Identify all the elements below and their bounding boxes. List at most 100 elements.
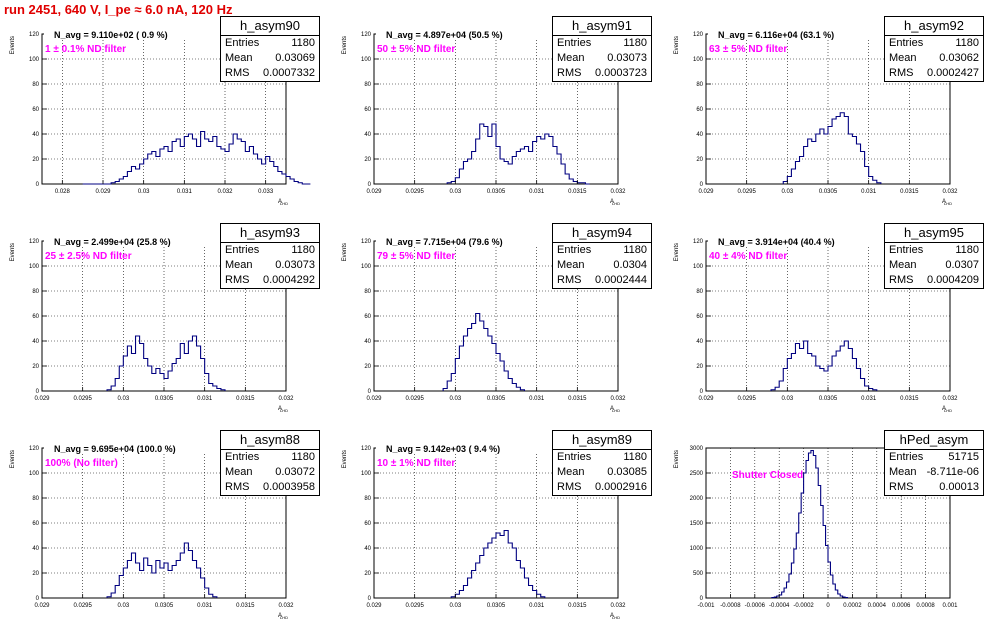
stats-value: 0.0007332 [263,67,315,79]
x-tick-label: 0.0315 [568,189,587,195]
histogram-svg: 0.029 0.0295 0.03 0.0305 0.031 0.0315 0.032 0 20… [674,239,958,413]
stats-value: 0.0004209 [927,274,979,286]
navg-box [376,30,552,40]
y-tick-label: 20 [32,571,39,577]
y-tick-label: 80 [32,496,39,502]
y-tick-label: 120 [361,32,372,38]
histogram-panel-h_asym90: 0.028 0.029 0.03 0.031 0.032 0.033 0 20 40 60 80 10… [0,2,332,209]
x-tick-label: 0.0305 [487,603,506,609]
y-tick-label: 60 [32,314,39,320]
histogram-series-line [106,335,226,391]
y-axis-label: Events [342,36,348,54]
y-tick-label: 60 [364,107,371,113]
stats-value: 1180 [623,244,647,256]
y-axis-label: Events [342,450,348,468]
y-tick-label: 0 [700,182,704,188]
stats-row-rms: RMS 0.0007332 [221,66,319,81]
stats-value: 0.0304 [613,259,647,271]
stats-key: Mean [225,466,253,478]
y-tick-label: 0 [368,596,372,602]
stats-value: 0.03072 [275,466,315,478]
histogram-series-line [82,130,311,185]
x-axis-label-subscript: LHD [280,408,288,413]
stats-key: RMS [889,67,914,79]
stats-key: Mean [889,466,917,478]
y-tick-label: 60 [32,107,39,113]
histogram-name: h_asym93 [221,224,319,243]
x-axis-label: A [278,406,282,412]
y-axis-label: Events [674,36,680,54]
histogram-svg: -0.001 -0.0008 -0.0006 -0.0004 -0.0002 0 0.000… [674,446,958,609]
stats-row-entries: Entries 1180 [221,36,319,51]
x-tick-label: -0.0008 [720,603,741,609]
x-tick-label: 0.03 [449,189,461,195]
histogram-series-line [442,312,526,391]
stats-value: 1180 [623,37,647,49]
y-tick-label: 80 [32,82,39,88]
stats-box: h_asym92 Entries 1180 Mean 0.03062 RMS 0.00024… [884,16,984,82]
stats-key: Entries [557,451,592,463]
y-axis-label: Events [674,450,680,468]
x-tick-label: 0.031 [177,189,193,195]
x-tick-label: 0.032 [942,189,958,195]
filter-label: 50 ± 5% ND filter [377,44,456,55]
filter-label: 10 ± 1% ND filter [377,458,456,469]
stats-value: 1180 [291,37,315,49]
stats-key: Entries [889,451,924,463]
filter-label: 63 ± 5% ND filter [709,44,788,55]
histogram-panel-hPed_asym: -0.001 -0.0008 -0.0006 -0.0004 -0.0002 0 0.000… [664,416,996,623]
stats-row-entries: Entries 1180 [221,243,319,258]
x-tick-label: 0.029 [34,603,50,609]
x-tick-label: 0.0295 [73,603,92,609]
filter-label: 40 ± 4% ND filter [709,251,788,262]
stats-key: Entries [225,37,260,49]
x-tick-label: 0.03 [117,603,129,609]
x-axis-label: A [278,613,282,619]
y-tick-label: 0 [36,182,40,188]
stats-key: Mean [889,259,917,271]
filter-label: Shutter Closed [732,470,804,481]
stats-key: Mean [225,52,253,64]
navg-box [708,237,884,247]
y-tick-label: 20 [32,157,39,163]
stats-row-rms: RMS 0.0002916 [553,480,651,495]
stats-row-rms: RMS 0.0004292 [221,273,319,288]
x-axis-label-subscript: LHD [944,408,952,413]
filter-label: 1 ± 0.1% ND filter [45,44,127,55]
x-axis-label: A [278,199,282,205]
navg-label: N_avg = 9.695e+04 (100.0 %) [54,444,176,454]
y-tick-label: 100 [29,264,40,270]
x-tick-label: 0.029 [366,189,382,195]
stats-key: RMS [889,274,914,286]
stats-value: 0.0002444 [595,274,647,286]
histogram-name: h_asym91 [553,17,651,36]
stats-value: 0.0003958 [263,481,315,493]
x-axis-label: A [610,199,614,205]
stats-row-entries: Entries 1180 [885,243,983,258]
y-tick-label: 20 [696,157,703,163]
stats-key: RMS [225,481,250,493]
stats-row-mean: Mean 0.03072 [221,465,319,480]
stats-key: RMS [889,481,914,493]
histogram-series-line [782,112,882,184]
stats-row-rms: RMS 0.0002444 [553,273,651,288]
y-tick-label: 1000 [690,546,704,552]
stats-value: 0.0307 [945,259,979,271]
y-tick-label: 20 [364,364,371,370]
histogram-panel-h_asym88: 0.029 0.0295 0.03 0.0305 0.031 0.0315 0.032 0 20… [0,416,332,623]
stats-value: 1180 [291,451,315,463]
stats-key: Mean [225,259,253,271]
x-axis-label: A [942,199,946,205]
y-tick-label: 40 [32,339,39,345]
stats-value: 0.0004292 [263,274,315,286]
y-tick-label: 60 [364,521,371,527]
x-tick-label: 0.028 [55,189,71,195]
y-tick-label: 20 [364,157,371,163]
histogram-svg: 0.029 0.0295 0.03 0.0305 0.031 0.0315 0.032 0 20… [342,32,626,206]
stats-value: 0.03073 [275,259,315,271]
y-axis-label: Events [10,36,16,54]
stats-box: h_asym89 Entries 1180 Mean 0.03085 RMS 0.00029… [552,430,652,496]
x-axis-label: A [610,406,614,412]
x-tick-label: 0.032 [610,603,626,609]
y-tick-label: 40 [364,339,371,345]
